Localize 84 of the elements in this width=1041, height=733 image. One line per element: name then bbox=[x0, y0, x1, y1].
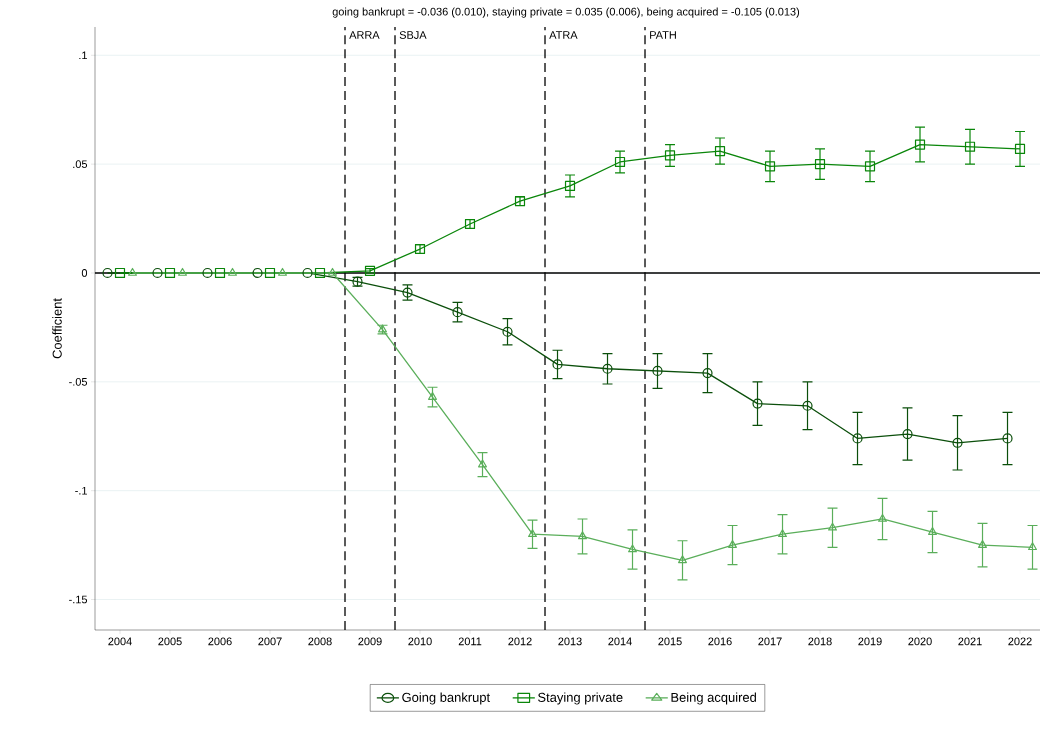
point bbox=[978, 540, 987, 548]
ref-line-label: ATRA bbox=[549, 31, 578, 39]
x-tick-label: 2016 bbox=[708, 637, 732, 646]
x-tick-label: 2019 bbox=[858, 637, 882, 646]
x-tick-label: 2022 bbox=[1008, 637, 1032, 646]
point bbox=[752, 398, 763, 409]
x-tick-label: 2009 bbox=[358, 637, 382, 646]
point bbox=[614, 156, 626, 168]
point bbox=[302, 267, 313, 279]
point bbox=[802, 400, 813, 411]
x-tick-label: 2014 bbox=[608, 637, 632, 646]
y-tick-label: -.05 bbox=[69, 377, 88, 386]
y-tick-label: -.1 bbox=[75, 486, 87, 495]
point bbox=[114, 267, 126, 279]
point bbox=[964, 141, 976, 152]
point bbox=[664, 150, 676, 161]
legend-label: Staying private bbox=[538, 692, 623, 705]
legend-label: Going bankrupt bbox=[402, 692, 491, 705]
point bbox=[552, 359, 563, 370]
x-tick-label: 2004 bbox=[108, 637, 132, 646]
point bbox=[628, 544, 637, 553]
point bbox=[428, 391, 437, 400]
legend-label: Being acquired bbox=[671, 692, 756, 705]
point bbox=[152, 267, 163, 279]
point bbox=[528, 529, 537, 538]
point bbox=[864, 161, 876, 172]
point bbox=[928, 526, 937, 535]
point bbox=[314, 267, 326, 279]
point bbox=[878, 513, 887, 522]
point bbox=[902, 428, 913, 440]
x-tick-label: 2013 bbox=[558, 637, 582, 646]
x-tick-label: 2006 bbox=[208, 637, 232, 646]
point bbox=[852, 433, 863, 444]
point bbox=[714, 145, 726, 157]
x-tick-label: 2017 bbox=[758, 637, 782, 646]
x-tick-label: 2005 bbox=[158, 637, 182, 646]
x-tick-label: 2015 bbox=[658, 637, 682, 646]
point bbox=[678, 555, 687, 564]
point bbox=[602, 363, 613, 374]
point bbox=[914, 139, 926, 150]
x-tick-label: 2021 bbox=[958, 637, 982, 646]
y-axis-title: Coefficient bbox=[52, 298, 62, 359]
point bbox=[502, 326, 513, 337]
point bbox=[128, 267, 137, 276]
point bbox=[202, 267, 213, 279]
ref-line-label: SBJA bbox=[399, 31, 427, 39]
point bbox=[214, 267, 226, 279]
point bbox=[952, 437, 963, 448]
x-tick-label: 2012 bbox=[508, 637, 532, 646]
chart-title: going bankrupt = -0.036 (0.010), staying private = 0.035 (0.006), being acquired = -0.105 (0.013) bbox=[332, 7, 800, 18]
point bbox=[252, 267, 263, 279]
ref-line-label: PATH bbox=[650, 31, 676, 39]
x-tick-label: 2018 bbox=[808, 637, 832, 646]
y-tick-label: .05 bbox=[73, 160, 88, 169]
x-tick-label: 2007 bbox=[258, 637, 282, 646]
point bbox=[102, 267, 113, 279]
point bbox=[278, 267, 287, 276]
point bbox=[564, 180, 576, 191]
point bbox=[728, 540, 737, 548]
point bbox=[264, 267, 276, 279]
point bbox=[228, 267, 237, 276]
point bbox=[1014, 143, 1026, 154]
point bbox=[478, 459, 487, 468]
point bbox=[764, 161, 776, 172]
point bbox=[652, 365, 663, 377]
point bbox=[178, 267, 187, 276]
point bbox=[1028, 542, 1037, 551]
x-tick-label: 2008 bbox=[308, 637, 332, 646]
point bbox=[828, 522, 837, 531]
x-tick-label: 2010 bbox=[408, 637, 432, 646]
y-tick-label: -.15 bbox=[69, 595, 88, 604]
y-tick-label: .1 bbox=[79, 51, 87, 60]
point bbox=[452, 307, 463, 318]
point bbox=[778, 529, 787, 538]
x-tick-label: 2020 bbox=[908, 637, 932, 646]
x-tick-label: 2011 bbox=[458, 637, 482, 646]
point bbox=[578, 531, 587, 540]
y-tick-label: 0 bbox=[81, 269, 88, 277]
point bbox=[328, 267, 337, 276]
point bbox=[1002, 433, 1013, 444]
point bbox=[702, 368, 713, 379]
point bbox=[814, 159, 826, 170]
point bbox=[164, 267, 176, 279]
ref-line-label: ARRA bbox=[349, 31, 380, 39]
